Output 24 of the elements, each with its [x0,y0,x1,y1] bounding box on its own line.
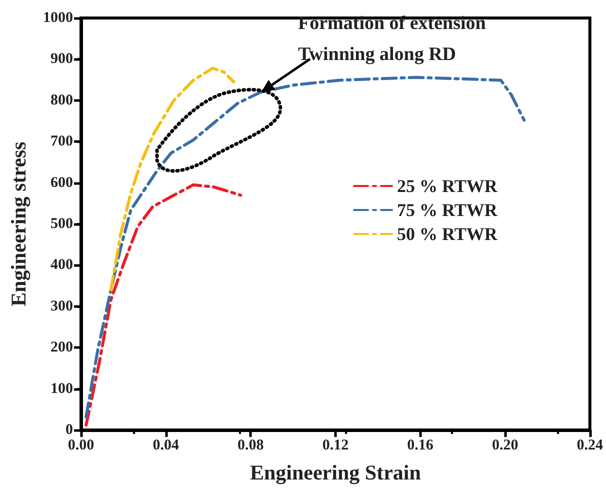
y-tick-label: 1000 [43,10,73,26]
x-axis-title: Engineering Strain [250,460,422,484]
x-tick-label: 0.04 [152,438,180,454]
y-tick-label: 0 [66,422,73,438]
y-tick-label: 400 [50,257,73,274]
y-tick-label: 600 [50,174,73,191]
y-tick-label: 900 [50,51,73,68]
legend-label: 50 % RTWR [397,224,498,244]
y-axis-title: Engineering stress [6,142,30,306]
x-tick-label: 0.20 [492,438,518,454]
y-tick-label: 800 [50,92,73,108]
y-tick-label: 200 [50,340,73,356]
x-tick-label: 0.00 [68,438,94,454]
y-tick-label: 700 [50,134,73,150]
annotation: Formation of extension Twinning along RD [298,13,486,65]
y-tick-label: 300 [50,298,73,314]
x-tick-label: 0.12 [322,438,349,454]
legend-label: 75 % RTWR [397,200,498,220]
x-tick-label: 0.16 [407,438,434,454]
x-tick-label: 0.08 [238,438,264,454]
y-tick-label: 100 [50,380,73,397]
y-tick-label: 500 [50,216,73,232]
legend-label: 25 % RTWR [397,176,498,196]
x-tick-label: 0.24 [576,438,604,454]
